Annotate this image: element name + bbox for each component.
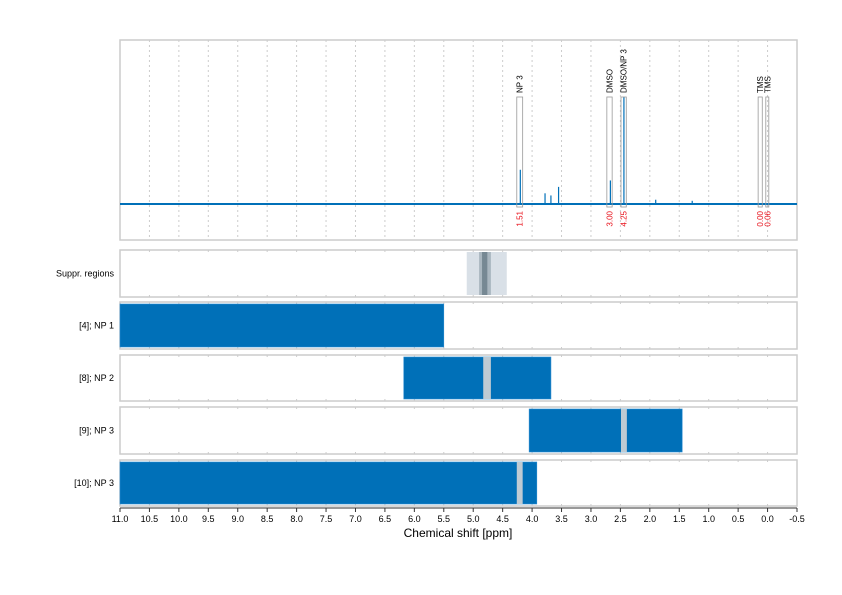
x-tick-label: 5.0 — [467, 514, 480, 524]
x-tick-label: 10.5 — [141, 514, 159, 524]
annotation-box — [620, 96, 627, 208]
annotation-label: DMSO — [606, 69, 615, 93]
x-axis-label: Chemical shift [ppm] — [404, 526, 513, 540]
x-tick-label: 4.0 — [526, 514, 539, 524]
annotation-box — [606, 96, 613, 208]
x-tick-label: 1.0 — [702, 514, 715, 524]
x-tick-label: 3.0 — [585, 514, 598, 524]
track-label: [9]; NP 3 — [79, 426, 114, 436]
x-tick-label: 5.5 — [438, 514, 451, 524]
x-tick-label: 10.0 — [170, 514, 188, 524]
suppression-region-core — [482, 252, 488, 295]
track-label: Suppr. regions — [56, 269, 115, 279]
x-tick-label: 9.0 — [231, 514, 244, 524]
track-label: [10]; NP 3 — [74, 478, 114, 488]
grid — [119, 40, 798, 240]
x-tick-label: 6.0 — [408, 514, 421, 524]
annotations: NP 3 1.51 DMSO 3.00 DMSO/NP 3 4.25 TMS 0.00 TMS 0… — [516, 49, 773, 227]
annotation-value: 0.06 — [763, 210, 772, 226]
x-axis: 11.0 10.5 10.0 9.5 9.0 8.5 8.0 7.5 7.0 6.5 6.0 5.5 5… — [112, 507, 805, 524]
annotation-value: 1.51 — [516, 210, 525, 226]
annotation-label: TMS — [763, 76, 772, 93]
spectrum-panel — [119, 39, 798, 241]
x-tick-label: 8.5 — [261, 514, 274, 524]
annotation-box — [516, 96, 524, 208]
x-tick-label: 8.0 — [290, 514, 303, 524]
x-tick-label: 0.0 — [761, 514, 774, 524]
region-bar — [119, 461, 538, 505]
annotation-box — [765, 96, 770, 208]
annotation-label: TMS — [756, 76, 765, 93]
annotation-value: 4.25 — [620, 210, 629, 226]
annotation-box — [757, 96, 763, 208]
x-tick-label: 6.5 — [379, 514, 392, 524]
track-label: [4]; NP 1 — [79, 321, 114, 331]
region-gap — [620, 409, 627, 452]
annotation-label: NP 3 — [516, 75, 525, 93]
region-bar — [403, 356, 552, 400]
x-tick-label: 1.5 — [673, 514, 686, 524]
spectrum — [120, 97, 797, 205]
x-tick-label: 4.5 — [496, 514, 509, 524]
region-bar — [528, 408, 683, 453]
x-tick-label: 2.0 — [644, 514, 657, 524]
x-tick-label: 0.5 — [732, 514, 745, 524]
x-tick-label: 2.5 — [614, 514, 627, 524]
annotation-label: DMSO/NP 3 — [620, 49, 629, 93]
x-tick-label: 9.5 — [202, 514, 215, 524]
region-bar — [119, 303, 445, 348]
track-panel — [119, 406, 798, 455]
track-label: [8]; NP 2 — [79, 373, 114, 383]
tracks: Suppr. regions [4]; NP 1 [8]; NP 2 [9]; NP … — [56, 249, 798, 507]
x-tick-label: 11.0 — [112, 514, 129, 524]
x-tick-label: 7.5 — [320, 514, 333, 524]
region-gap — [516, 462, 523, 504]
region-gap — [483, 357, 491, 399]
x-tick-label: 3.5 — [555, 514, 568, 524]
annotation-value: 0.00 — [756, 210, 765, 226]
track-panel — [119, 249, 798, 298]
x-tick-label: -0.5 — [789, 514, 805, 524]
annotation-value: 3.00 — [606, 210, 615, 226]
x-tick-label: 7.0 — [349, 514, 362, 524]
